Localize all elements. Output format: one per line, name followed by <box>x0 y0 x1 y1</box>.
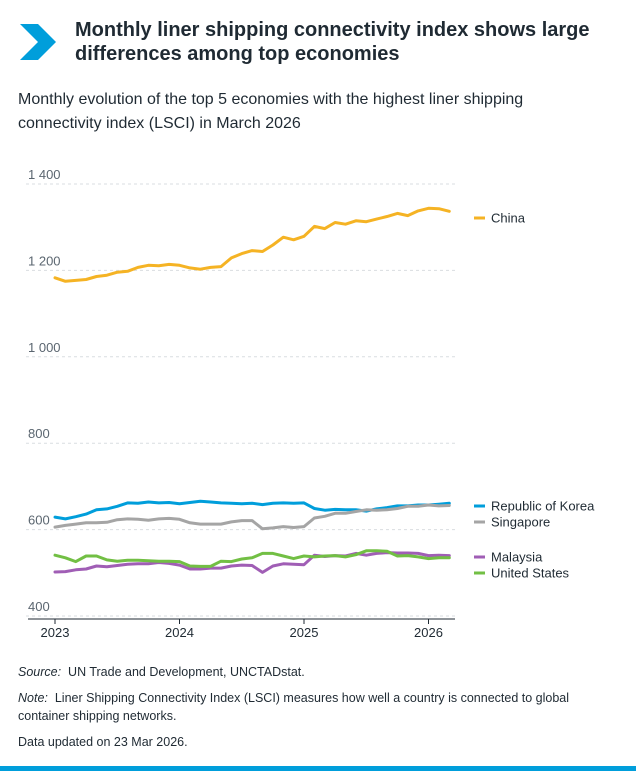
bottom-accent-bar <box>0 766 636 771</box>
source-text: UN Trade and Development, <box>68 665 227 679</box>
y-tick-label: 800 <box>28 426 50 441</box>
source-label: Source: <box>18 665 62 679</box>
y-tick-label: 1 200 <box>28 253 61 268</box>
source-row: Source: UN Trade and Development, UNCTAD… <box>18 663 618 681</box>
chevron-right-icon <box>20 24 56 60</box>
chart-title: Monthly liner shipping connectivity inde… <box>75 19 590 65</box>
x-tick-label: 2026 <box>414 625 443 640</box>
note-row: Note: Liner Shipping Connectivity Index … <box>18 689 618 725</box>
legend-label: Singapore <box>491 515 550 530</box>
y-tick-label: 600 <box>28 513 50 528</box>
series-line-singapore <box>53 503 451 531</box>
note-text: Liner Shipping Connectivity Index (LSCI)… <box>18 691 570 723</box>
legend-label: Republic of Korea <box>491 499 595 514</box>
y-tick-label: 1 400 <box>28 167 61 182</box>
y-tick-label: 400 <box>28 599 50 614</box>
legend-label: China <box>491 211 526 226</box>
series-line-china <box>53 206 451 283</box>
series-line-malaysia <box>53 551 451 574</box>
footer: Source: UN Trade and Development, UNCTAD… <box>18 663 618 759</box>
note-label: Note: <box>18 691 48 705</box>
x-tick-label: 2025 <box>290 625 319 640</box>
source-link[interactable]: UNCTADstat. <box>229 665 305 679</box>
series-line-united-states <box>53 549 451 568</box>
chart-subtitle: Monthly evolution of the top 5 economies… <box>18 91 524 132</box>
y-tick-label: 1 000 <box>28 340 61 355</box>
legend-label: United States <box>491 566 570 581</box>
x-tick-label: 2024 <box>165 625 194 640</box>
series-line-republic-of-korea <box>53 499 451 521</box>
line-chart: 1 400 1 200 1 000 800 600 400 2023 2024 2025 2026… <box>26 167 595 640</box>
legend-label: Malaysia <box>491 550 543 565</box>
x-tick-label: 2023 <box>41 625 70 640</box>
updated-text: Data updated on 23 Mar 2026. <box>18 735 188 749</box>
